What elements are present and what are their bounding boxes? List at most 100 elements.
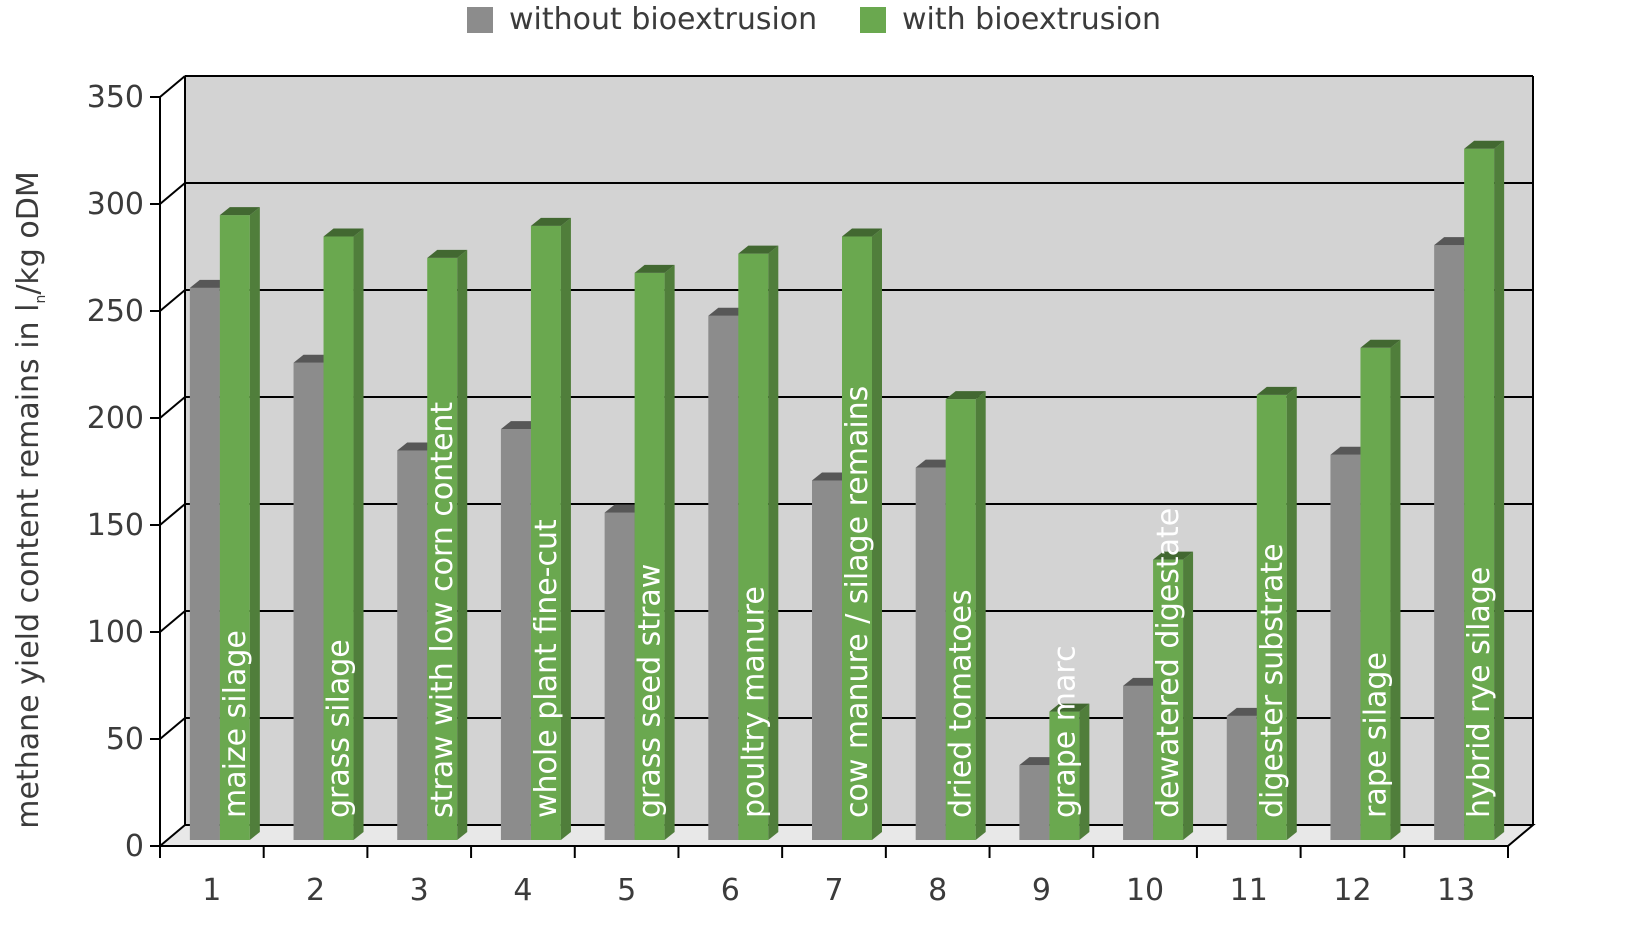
bar-without-1-front — [189, 287, 220, 840]
bar-with-1-top — [219, 207, 260, 216]
gridline-side — [159, 396, 186, 419]
bar-with-4-side — [560, 217, 571, 840]
bar-with-13-front — [1464, 148, 1495, 840]
bar-with-3-top — [427, 249, 468, 258]
y-tick-label: 200 — [87, 401, 144, 436]
bar-label: maize silage — [218, 630, 253, 818]
bar-with-4-top — [530, 217, 571, 226]
bar-label: digester substrate — [1255, 543, 1290, 818]
legend-label-with: with bioextrusion — [902, 2, 1162, 37]
gridline-side — [159, 503, 186, 526]
bar-with-11-front — [1256, 394, 1287, 840]
bar-without-6-front — [708, 315, 739, 840]
bar-label: cow manure / silage remains — [840, 386, 875, 818]
bar-label: grape marc — [1047, 645, 1082, 818]
y-tick-label: 150 — [87, 508, 144, 543]
x-tick-label: 3 — [410, 873, 429, 908]
gridline-side — [159, 289, 186, 312]
bar-label: rape silage — [1358, 652, 1393, 818]
bar-with-2-side — [353, 228, 364, 840]
gridline-side — [159, 717, 186, 740]
bar-with-5-front — [634, 272, 665, 840]
x-tick-label: 4 — [513, 873, 532, 908]
bar-with-12-side — [1390, 339, 1401, 840]
bar-with-11-top — [1256, 386, 1297, 395]
bar-label: whole plant fine-cut — [529, 519, 564, 818]
bar-with-9-side — [1079, 703, 1090, 840]
bar-with-2-front — [323, 236, 354, 840]
x-tick-label: 8 — [928, 873, 947, 908]
legend-item-with: with bioextrusion — [860, 2, 1161, 37]
bar-without-7-front — [812, 480, 842, 840]
bar-label: straw with low corn content — [425, 402, 460, 818]
y-tick-label: 100 — [87, 615, 144, 650]
bar-with-6-side — [768, 245, 779, 840]
bar-without-2-front — [293, 362, 324, 840]
bar-without-3-front — [397, 450, 428, 840]
bar-with-9-front — [1049, 711, 1080, 840]
bar-with-10-side — [1183, 551, 1194, 840]
bar-without-4-front — [500, 429, 531, 840]
bar-with-7-side — [872, 228, 882, 840]
bar-with-12-top — [1360, 339, 1401, 348]
bar-with-10-front — [1153, 559, 1184, 840]
bar-with-7-top — [842, 228, 882, 237]
y-tick-label: 300 — [87, 187, 144, 222]
bar-without-9-front — [1019, 765, 1050, 840]
bar-label: dewatered digestate — [1151, 508, 1186, 818]
bar-with-1-side — [249, 207, 260, 840]
legend-item-without: without bioextrusion — [467, 2, 817, 37]
bar-without-12-front — [1330, 454, 1361, 840]
x-tick-label: 9 — [1032, 873, 1051, 908]
bar-with-10-top — [1153, 551, 1194, 560]
bar-without-13-front — [1434, 245, 1465, 840]
bar-with-7-front — [842, 236, 872, 840]
bar-without-11-front — [1226, 715, 1257, 840]
y-tick-label: 250 — [87, 294, 144, 329]
bar-with-1-front — [219, 215, 250, 840]
bar-with-5-side — [664, 264, 675, 840]
gridline-side — [159, 75, 186, 98]
x-tick-label: 7 — [824, 873, 843, 908]
bar-without-8-front — [915, 467, 946, 840]
bar-with-9-top — [1049, 703, 1090, 712]
bar-with-11-side — [1286, 386, 1297, 840]
x-tick-label: 5 — [617, 873, 636, 908]
bar-with-6-top — [738, 245, 779, 254]
bar-label: poultry manure — [736, 586, 771, 818]
bar-with-8-side — [975, 391, 986, 840]
bar-with-8-top — [945, 391, 986, 400]
bar-label: grass silage — [322, 639, 357, 818]
bar-with-8-front — [945, 399, 976, 840]
legend-swatch-with — [860, 6, 886, 33]
x-tick-label: 12 — [1333, 873, 1371, 908]
legend-label-without: without bioextrusion — [509, 2, 818, 37]
bar-with-5-top — [634, 264, 675, 273]
bar-with-13-side — [1494, 140, 1505, 840]
bar-with-3-front — [427, 257, 458, 840]
bar-label: hybrid rye silage — [1462, 567, 1497, 818]
legend-swatch-without — [467, 6, 493, 33]
gridline-side — [159, 610, 186, 633]
x-tick-label: 2 — [306, 873, 325, 908]
gridline-side — [159, 182, 186, 205]
y-tick-label: 0 — [125, 829, 144, 864]
bar-label: dried tomatoes — [944, 589, 979, 818]
bar-without-5-front — [604, 512, 635, 840]
x-tick-label: 1 — [202, 873, 221, 908]
x-tick-label: 10 — [1126, 873, 1164, 908]
x-tick-label: 11 — [1230, 873, 1268, 908]
x-tick-label: 13 — [1437, 873, 1475, 908]
bar-without-10-front — [1123, 685, 1154, 840]
x-tick-label: 6 — [721, 873, 740, 908]
bar-with-2-top — [323, 228, 364, 237]
bar-with-12-front — [1360, 347, 1391, 840]
y-tick-label: 350 — [87, 80, 144, 115]
legend: without bioextrusion with bioextrusion — [0, 0, 1628, 40]
y-tick-label: 50 — [106, 722, 144, 757]
bar-with-13-top — [1464, 140, 1505, 149]
bar-label: grass seed straw — [633, 564, 668, 818]
bar-with-6-front — [738, 253, 769, 840]
bar-with-4-front — [530, 225, 561, 840]
